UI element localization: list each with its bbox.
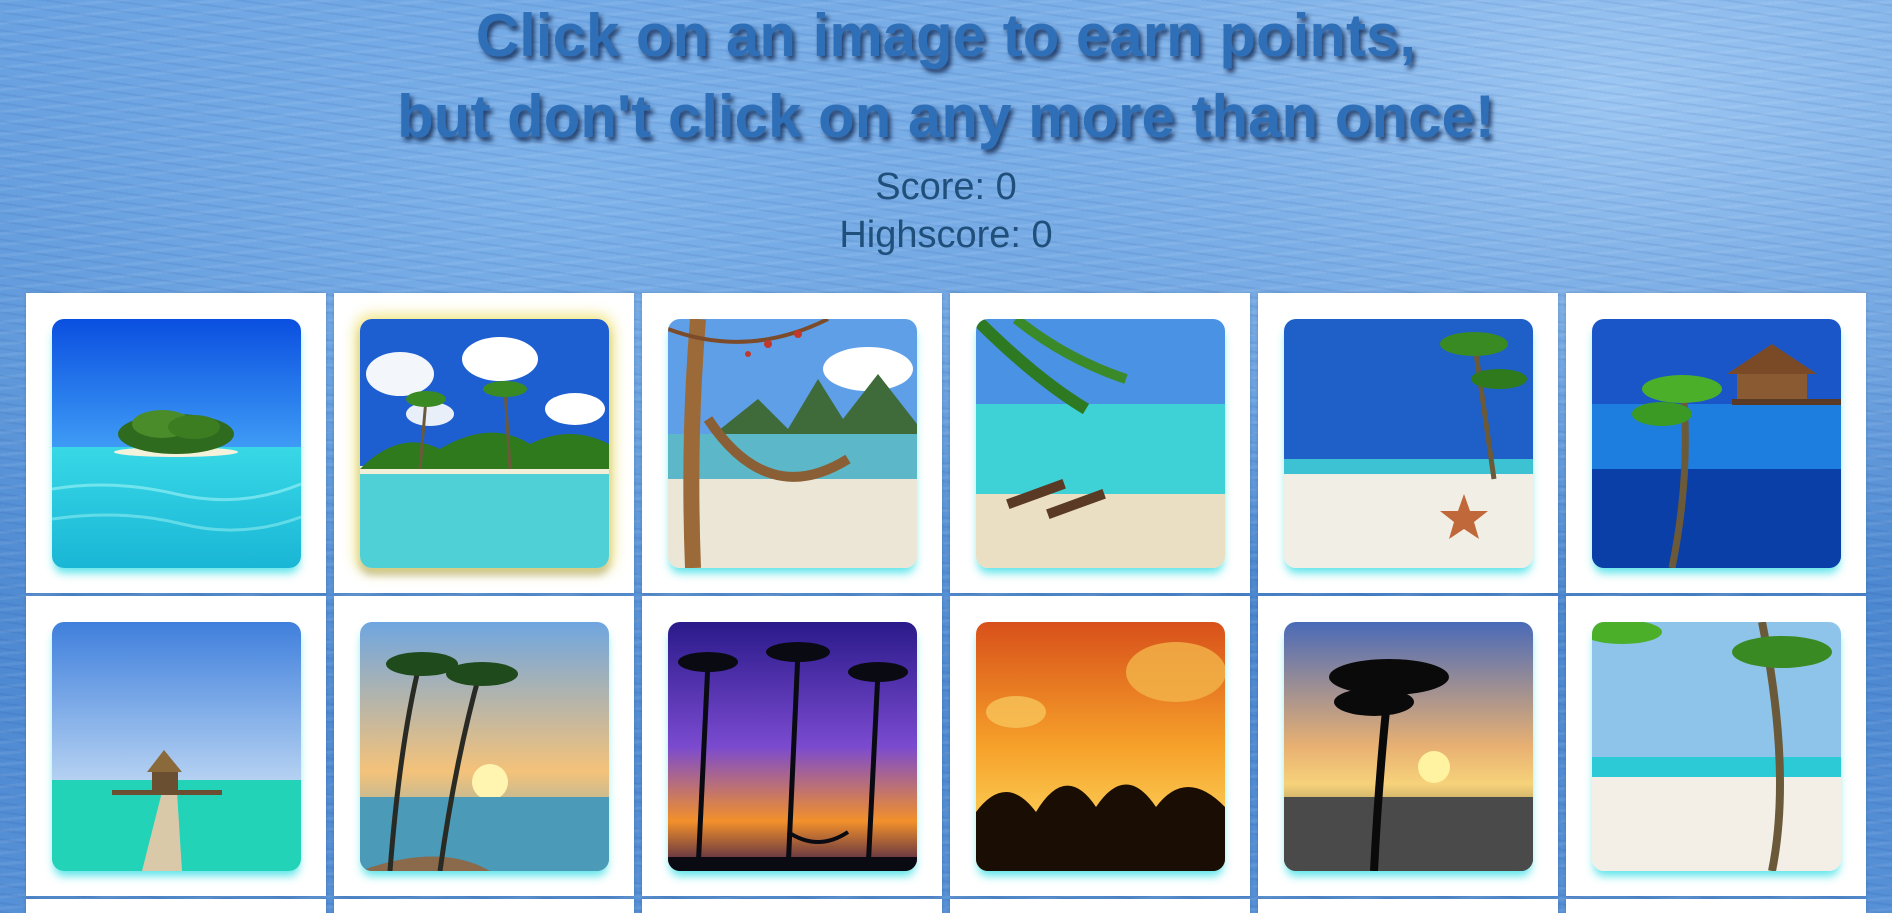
image-card[interactable] (26, 899, 326, 913)
score-display: Score: 0 (875, 166, 1017, 208)
beach-lounge-chairs-image[interactable] (976, 319, 1225, 568)
image-card[interactable] (1258, 293, 1558, 593)
image-card[interactable] (334, 899, 634, 913)
image-card[interactable] (642, 899, 942, 913)
tropical-island-image[interactable] (52, 319, 301, 568)
image-card[interactable] (334, 293, 634, 593)
image-card[interactable] (642, 293, 942, 593)
image-card[interactable] (950, 899, 1250, 913)
palm-sunset-beach-image[interactable] (360, 622, 609, 871)
instruction-title-line-1: Click on an image to earn points, (475, 2, 1417, 69)
image-card[interactable] (26, 596, 326, 896)
purple-sunset-hammock-image[interactable] (668, 622, 917, 871)
image-card[interactable] (334, 596, 634, 896)
orange-sunset-palms-image[interactable] (976, 622, 1225, 871)
pier-gazebo-image[interactable] (52, 622, 301, 871)
image-card[interactable] (1566, 596, 1866, 896)
image-card[interactable] (1566, 899, 1866, 913)
image-card[interactable] (1258, 899, 1558, 913)
image-card[interactable] (26, 293, 326, 593)
hammock-mountains-image[interactable] (668, 319, 917, 568)
image-card[interactable] (1258, 596, 1558, 896)
image-card[interactable] (642, 596, 942, 896)
white-sand-palm-image[interactable] (1592, 622, 1841, 871)
starfish-beach-image[interactable] (1284, 319, 1533, 568)
overwater-bungalow-image[interactable] (1592, 319, 1841, 568)
instruction-title-line-2: but don't click on any more than once! (397, 83, 1495, 150)
image-card[interactable] (950, 293, 1250, 593)
palm-silhouette-sunset-image[interactable] (1284, 622, 1533, 871)
palm-beach-clouds-image[interactable] (360, 319, 609, 568)
highscore-display: Highscore: 0 (839, 214, 1053, 256)
image-card[interactable] (1566, 293, 1866, 593)
image-card[interactable] (950, 596, 1250, 896)
